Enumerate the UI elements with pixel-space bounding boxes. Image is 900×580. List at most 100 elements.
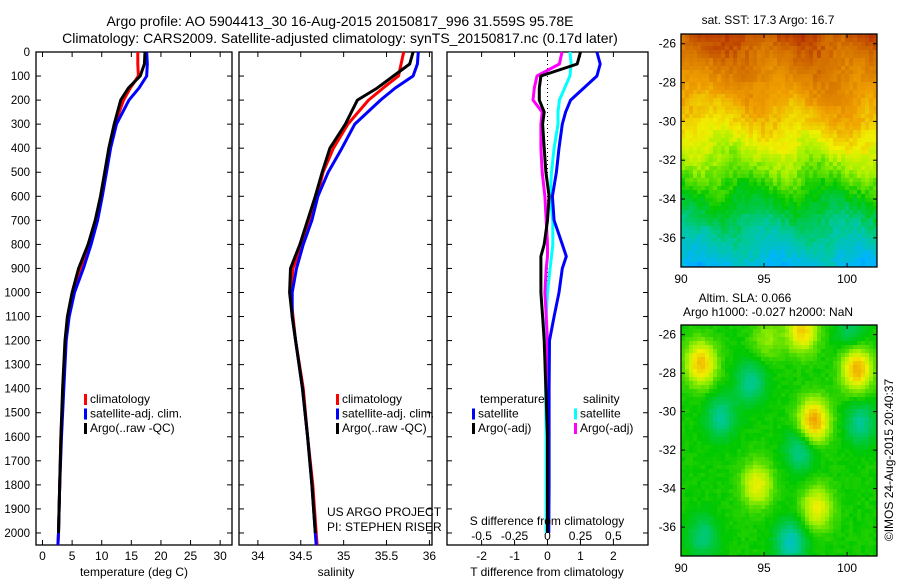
map-cell <box>825 230 829 234</box>
map-cell <box>729 421 733 425</box>
map-cell <box>797 90 801 94</box>
map-cell <box>789 397 793 401</box>
map-cell <box>797 425 801 429</box>
map-cell <box>681 206 685 210</box>
map-cell <box>777 138 781 142</box>
map-cell <box>701 369 705 373</box>
map-cell <box>713 98 717 102</box>
map-cell <box>713 341 717 345</box>
map-cell <box>773 385 777 389</box>
map-cell <box>837 222 841 226</box>
map-cell <box>857 341 861 345</box>
map-cell <box>721 377 725 381</box>
map-cell <box>749 154 753 158</box>
map-cell <box>761 325 765 329</box>
map-cell <box>853 210 857 214</box>
map-cell <box>773 254 777 258</box>
map-cell <box>825 146 829 150</box>
map-cell <box>773 461 777 465</box>
map-cell <box>821 46 825 50</box>
map-cell <box>773 34 777 38</box>
map-cell <box>785 345 789 349</box>
map-cell <box>837 421 841 425</box>
map-cell <box>841 417 845 421</box>
map-cell <box>869 150 873 154</box>
map-cell <box>821 78 825 82</box>
map-cell <box>857 349 861 353</box>
map-cell <box>757 262 761 266</box>
map-cell <box>769 465 773 469</box>
map-cell <box>789 166 793 170</box>
map-cell <box>745 246 749 250</box>
map-cell <box>833 409 837 413</box>
map-cell <box>837 162 841 166</box>
map-cell <box>689 38 693 42</box>
map-cell <box>685 234 689 238</box>
map-cell <box>793 457 797 461</box>
map-cell <box>837 429 841 433</box>
map-cell <box>733 110 737 114</box>
map-cell <box>793 50 797 54</box>
map-cell <box>797 198 801 202</box>
map-cell <box>845 413 849 417</box>
map-cell <box>733 210 737 214</box>
legend-label: Argo(-adj) <box>478 421 531 435</box>
map-cell <box>821 182 825 186</box>
map-cell <box>781 78 785 82</box>
map-cell <box>845 90 849 94</box>
map-cell <box>865 365 869 369</box>
map-cell <box>773 186 777 190</box>
map-cell <box>793 206 797 210</box>
map-cell <box>865 38 869 42</box>
map-cell <box>781 238 785 242</box>
map-cell <box>781 86 785 90</box>
map-cell <box>793 325 797 329</box>
map-cell <box>721 234 725 238</box>
map-cell <box>825 162 829 166</box>
map-cell <box>709 333 713 337</box>
map-cell <box>753 393 757 397</box>
map-cell <box>749 210 753 214</box>
map-cell <box>701 186 705 190</box>
map-cell <box>685 162 689 166</box>
map-cell <box>837 469 841 473</box>
map-cell <box>809 162 813 166</box>
map-cell <box>709 102 713 106</box>
map-cell <box>861 130 865 134</box>
map-cell <box>713 202 717 206</box>
map-cell <box>793 82 797 86</box>
map-cell <box>685 126 689 130</box>
map-cell <box>697 234 701 238</box>
map-cell <box>845 102 849 106</box>
map-cell <box>869 58 873 62</box>
map-cell <box>873 353 877 357</box>
map-cell <box>745 353 749 357</box>
map-cell <box>857 178 861 182</box>
map-cell <box>681 50 685 54</box>
map-cell <box>785 190 789 194</box>
map-cell <box>789 441 793 445</box>
map-cell <box>721 369 725 373</box>
map-cell <box>761 130 765 134</box>
map-cell <box>837 262 841 266</box>
map-cell <box>857 210 861 214</box>
map-cell <box>841 337 845 341</box>
map-cell <box>837 381 841 385</box>
map-cell <box>749 429 753 433</box>
map-cell <box>789 74 793 78</box>
map-cell <box>721 134 725 138</box>
map-cell <box>757 126 761 130</box>
map-cell <box>709 337 713 341</box>
map-cell <box>753 198 757 202</box>
map-cell <box>701 174 705 178</box>
map-cell <box>765 34 769 38</box>
map-cell <box>837 130 841 134</box>
map-cell <box>765 62 769 66</box>
map-cell <box>865 162 869 166</box>
map-cell <box>737 238 741 242</box>
map-cell <box>789 429 793 433</box>
map-cell <box>809 158 813 162</box>
map-cell <box>681 254 685 258</box>
map-cell <box>865 337 869 341</box>
map-cell <box>837 254 841 258</box>
